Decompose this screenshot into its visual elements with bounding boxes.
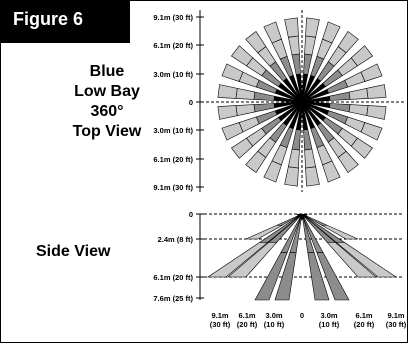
top-view-beam-segment — [245, 30, 267, 54]
top-view-beam-segment — [337, 30, 359, 54]
side-view-title: Side View — [36, 243, 111, 260]
figure-badge: Figure 6 — [0, 0, 130, 43]
side-view-y-label: 7.6m (25 ft) — [153, 294, 193, 303]
top-view-y-label: 9.1m (30 ft) — [153, 183, 193, 192]
side-view-x-sublabel: (10 ft) — [264, 320, 285, 329]
side-view-x-label: 3.0m — [265, 311, 282, 320]
top-view-beam-segment — [287, 148, 300, 169]
side-view-y-label: 2.4m (8 ft) — [158, 235, 194, 244]
side-view-x-label: 9.1m — [387, 311, 404, 320]
top-view-beam-segment — [366, 84, 387, 99]
figure-label: Figure 6 — [13, 9, 84, 29]
side-view-beam-outer — [274, 252, 297, 301]
side-view-y-label: 6.1m (20 ft) — [153, 273, 193, 282]
top-view-beam-segment — [291, 53, 301, 75]
side-view-x-sublabel: (10 ft) — [319, 320, 340, 329]
top-view-beam-segment — [348, 87, 369, 100]
top-view-beam-segment — [303, 129, 313, 151]
side-view-x-sublabel: (30 ft) — [210, 320, 231, 329]
side-view-x-label: 6.1m — [238, 311, 255, 320]
top-view-beam-segment — [263, 160, 282, 183]
side-view-x-sublabel: (20 ft) — [354, 320, 375, 329]
top-view-beam-segment — [366, 105, 387, 120]
top-view-beam-segment — [322, 21, 341, 44]
side-view-sensor — [296, 214, 308, 220]
top-view-beam-segment — [253, 103, 275, 113]
side-view-x-label: 9.1m — [211, 311, 228, 320]
top-view-beam-segment — [221, 122, 244, 141]
top-view-y-label: 6.1m (20 ft) — [153, 155, 193, 164]
top-view-beam-segment — [350, 45, 374, 67]
top-view-beam-segment — [235, 87, 256, 100]
top-view-beam-segment — [230, 137, 254, 159]
sensor-center — [297, 97, 307, 107]
top-view-beam-segment — [350, 137, 374, 159]
top-view-beam-segment — [304, 148, 317, 169]
side-view-beam-outer — [326, 242, 377, 278]
side-view-x-label: 0 — [300, 311, 304, 320]
side-view-beam-outer — [316, 252, 350, 301]
side-view-beam-outer — [320, 224, 359, 240]
top-view-beam-segment — [329, 91, 351, 101]
title-line-1: Blue — [89, 63, 125, 80]
top-view-beam-segment — [305, 17, 320, 38]
top-view-beam-segment — [263, 21, 282, 44]
top-view-y-label: 6.1m (20 ft) — [153, 41, 193, 50]
top-view-y-label: 0 — [189, 98, 193, 107]
top-view-beam-segment — [304, 35, 317, 56]
diagram-title: Blue Low Bay 360° Top View — [52, 62, 162, 142]
top-view-beam-segment — [303, 53, 313, 75]
side-view-beam-outer — [207, 242, 269, 278]
top-view-y-label: 9.1m (30 ft) — [153, 13, 193, 22]
side-view-x-label: 3.0m — [320, 311, 337, 320]
side-view-y-label: 0 — [189, 210, 193, 219]
top-view-beam-segment — [360, 63, 383, 82]
top-view-beam-segment — [291, 129, 301, 151]
top-view-beam-segment — [284, 17, 299, 38]
top-view-beam-segment — [253, 91, 275, 101]
top-view-y-label: 3.0m (10 ft) — [153, 70, 193, 79]
top-view-beam-segment — [230, 45, 254, 67]
top-view-beam-segment — [348, 104, 369, 117]
top-view-beam-segment — [287, 35, 300, 56]
top-view-y-label: 3.0m (10 ft) — [153, 126, 193, 135]
side-view-x-label: 6.1m — [355, 311, 372, 320]
side-view-beam-outer — [307, 252, 330, 301]
title-line-4: Top View — [72, 123, 142, 140]
side-view-beam-outer — [245, 224, 284, 240]
title-line-2: Low Bay — [74, 83, 140, 100]
side-view-beam-outer — [254, 252, 288, 301]
top-view-beam-segment — [245, 150, 267, 174]
top-view-beam-segment — [217, 105, 238, 120]
top-view-beam-segment — [329, 103, 351, 113]
top-view-beam-segment — [305, 166, 320, 187]
top-view-beam-segment — [235, 104, 256, 117]
top-view-beam-segment — [322, 160, 341, 183]
side-view-x-sublabel: (20 ft) — [237, 320, 258, 329]
top-view-beam-segment — [360, 122, 383, 141]
title-line-3: 360° — [90, 103, 124, 120]
side-view-beam-outer — [227, 242, 278, 278]
top-view-beam-segment — [217, 84, 238, 99]
top-view-beam-segment — [284, 166, 299, 187]
side-view-beam-outer — [335, 242, 397, 278]
side-view-x-sublabel: (30 ft) — [386, 320, 407, 329]
top-view-beam-segment — [337, 150, 359, 174]
top-view-beam-segment — [221, 63, 244, 82]
